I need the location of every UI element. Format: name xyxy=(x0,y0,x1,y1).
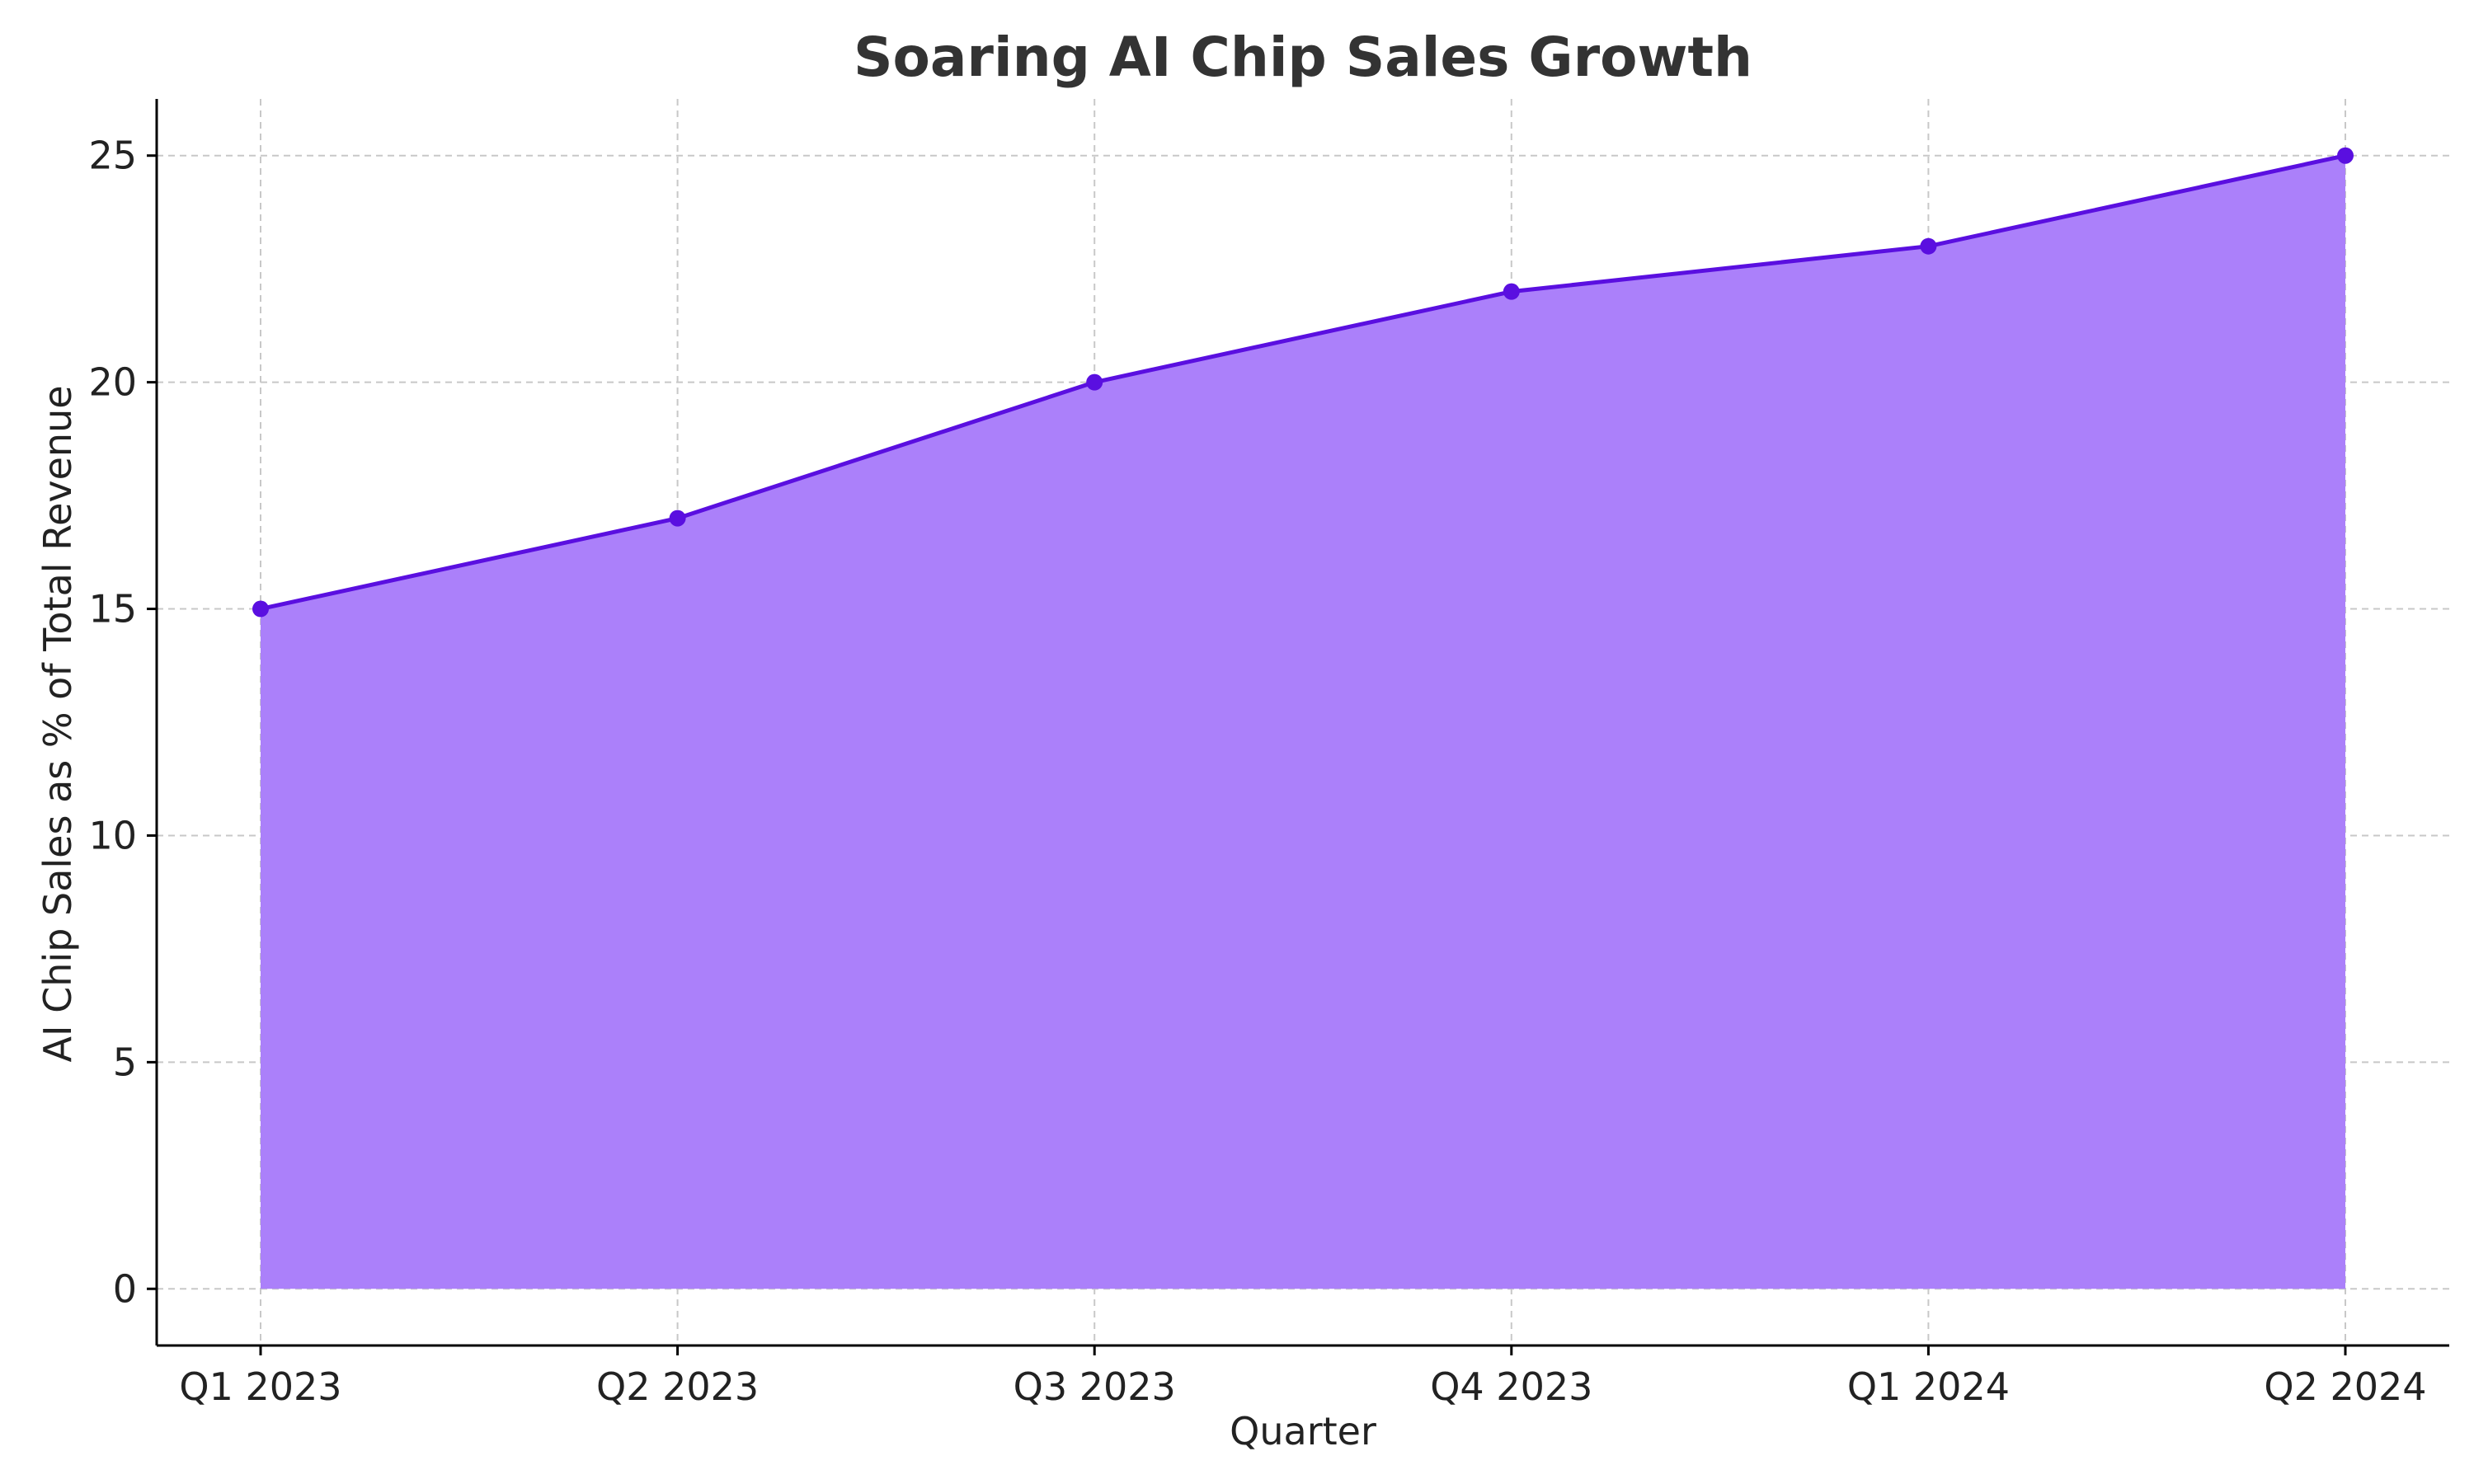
data-point xyxy=(1503,283,1520,300)
line-layer xyxy=(258,153,2348,612)
data-point xyxy=(1086,373,1103,391)
x-tick-label: Q4 2023 xyxy=(1430,1364,1592,1409)
y-tick-label: 5 xyxy=(113,1040,137,1084)
y-tick-label: 20 xyxy=(88,360,137,405)
data-point xyxy=(1920,237,1937,255)
x-tick-label: Q2 2024 xyxy=(2264,1364,2426,1409)
data-point xyxy=(2337,147,2354,164)
x-tick-label: Q1 2024 xyxy=(1847,1364,2010,1409)
area-layer xyxy=(261,155,2345,1289)
text-layer: Soaring AI Chip Sales Growth Quarter AI … xyxy=(35,26,2427,1453)
chart-title: Soaring AI Chip Sales Growth xyxy=(854,26,1752,89)
area-fill xyxy=(261,155,2345,1289)
x-axis-label: Quarter xyxy=(1230,1409,1376,1453)
marker-layer xyxy=(252,147,2354,618)
data-point xyxy=(669,510,686,527)
y-tick-label: 10 xyxy=(88,813,137,857)
x-tick-label: Q2 2023 xyxy=(596,1364,759,1409)
y-tick-label: 25 xyxy=(88,134,137,178)
y-tick-label: 0 xyxy=(113,1266,137,1311)
x-tick-label: Q3 2023 xyxy=(1014,1364,1176,1409)
x-tick-label: Q1 2023 xyxy=(179,1364,341,1409)
data-point xyxy=(252,600,269,618)
y-axis-label: AI Chip Sales as % of Total Revenue xyxy=(35,385,80,1062)
series-line xyxy=(258,153,2348,612)
y-tick-label: 15 xyxy=(88,587,137,632)
axes-layer xyxy=(147,99,2449,1355)
